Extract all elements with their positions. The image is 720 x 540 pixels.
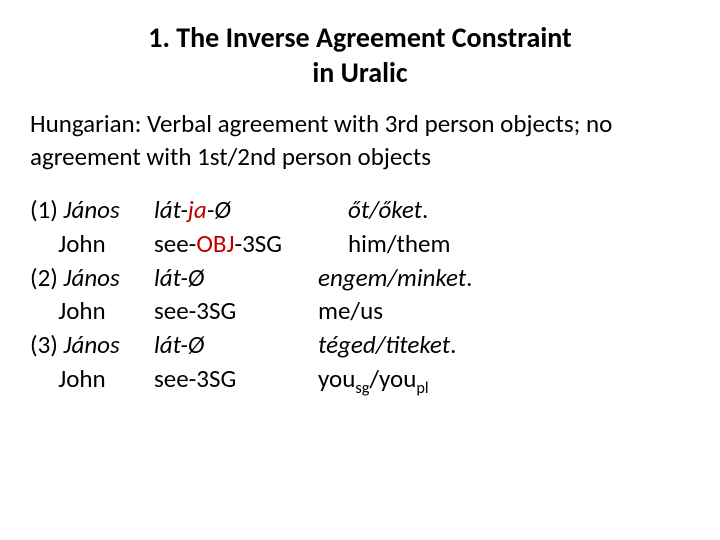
description-text: Hungarian: Verbal agreement with 3rd per… xyxy=(28,108,692,173)
gloss-subj: John xyxy=(30,294,150,328)
example-3-gloss: John see-3SG yousg/youpl xyxy=(30,362,690,400)
gloss-obj: him/them xyxy=(348,227,690,261)
example-2-gloss: John see-3SG me/us xyxy=(30,294,690,328)
ex-num: (3) János xyxy=(30,328,150,362)
gloss-subj: John xyxy=(30,362,150,400)
example-3-source: (3) János lát-Ø téged/titeket. xyxy=(30,328,690,362)
slide: 1. The Inverse Agreement Constraint in U… xyxy=(0,0,720,420)
ex-verb: lát-ja-Ø xyxy=(154,193,344,227)
gloss-subj: John xyxy=(30,227,150,261)
slide-title: 1. The Inverse Agreement Constraint in U… xyxy=(28,20,692,90)
ex-num: (1) János xyxy=(30,193,150,227)
ex-obj: téged/titeket. xyxy=(318,328,690,362)
title-line-1: 1. The Inverse Agreement Constraint xyxy=(148,20,571,55)
title-line-2: in Uralic xyxy=(312,55,407,90)
gloss-verb: see-3SG xyxy=(154,294,314,328)
ex-obj: engem/minket. xyxy=(318,261,690,295)
gloss-obj: yousg/youpl xyxy=(318,362,690,400)
examples-block: (1) János lát-ja-Ø őt/őket. John see-OBJ… xyxy=(28,193,692,400)
ex-verb: lát-Ø xyxy=(154,328,314,362)
example-1-source: (1) János lát-ja-Ø őt/őket. xyxy=(30,193,690,227)
example-1-gloss: John see-OBJ-3SG him/them xyxy=(30,227,690,261)
ex-obj: őt/őket. xyxy=(348,193,690,227)
gloss-obj: me/us xyxy=(318,294,690,328)
example-2-source: (2) János lát-Ø engem/minket. xyxy=(30,261,690,295)
ex-num: (2) János xyxy=(30,261,150,295)
gloss-verb: see-3SG xyxy=(154,362,314,400)
ex-verb: lát-Ø xyxy=(154,261,314,295)
gloss-verb: see-OBJ-3SG xyxy=(154,227,344,261)
